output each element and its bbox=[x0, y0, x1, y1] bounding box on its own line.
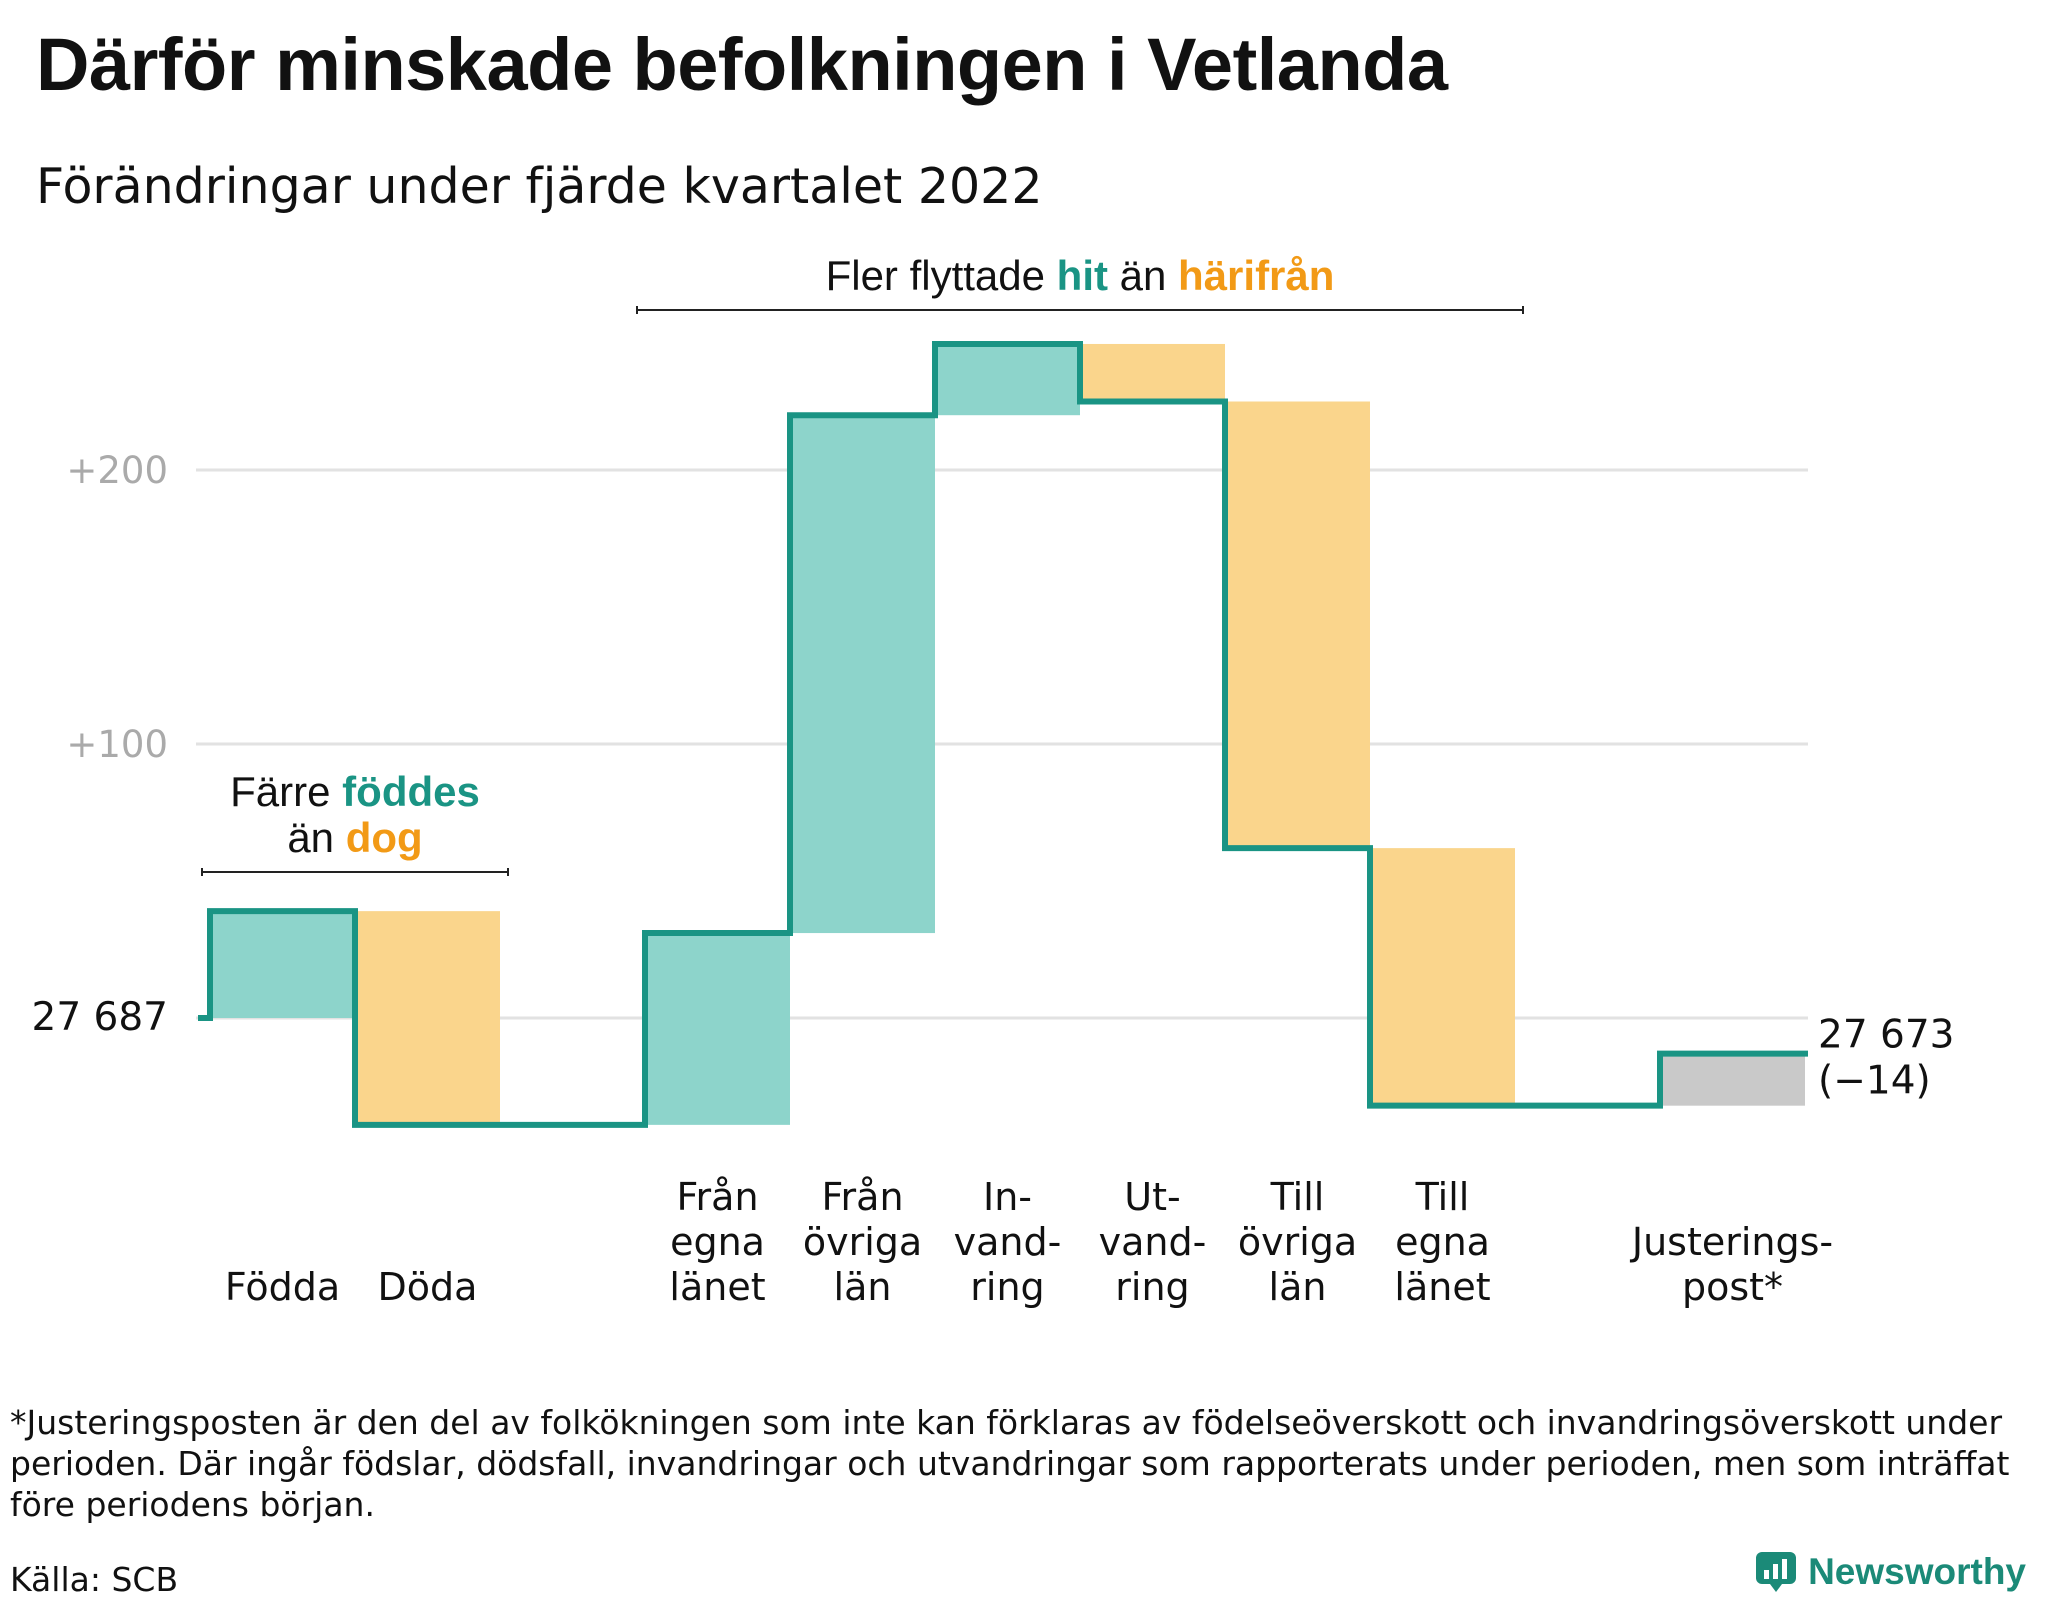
bar-adjustment bbox=[1660, 1053, 1805, 1106]
category-label: vand- bbox=[1099, 1220, 1207, 1264]
category-label: län bbox=[1269, 1265, 1327, 1309]
category-label: Till bbox=[1270, 1175, 1325, 1219]
category-label: övriga bbox=[1238, 1220, 1357, 1264]
end-change-label: (−14) bbox=[1818, 1059, 1931, 1104]
category-label: län bbox=[834, 1265, 892, 1309]
category-label: Justerings- bbox=[1630, 1220, 1833, 1264]
bar-increase bbox=[935, 343, 1080, 416]
category-label: Födda bbox=[225, 1265, 340, 1309]
source-note: Källa: SCB bbox=[10, 1560, 179, 1599]
category-label: post* bbox=[1682, 1265, 1783, 1309]
bar-decrease bbox=[1080, 343, 1225, 402]
category-label: In- bbox=[983, 1175, 1032, 1219]
annotation-segment: än bbox=[1108, 252, 1178, 299]
cumulative-step-line bbox=[198, 340, 1808, 1128]
annotation-text: än dog bbox=[287, 814, 422, 861]
y-tick-label: +100 bbox=[66, 723, 168, 766]
annotation-text: Färre föddes bbox=[230, 768, 480, 815]
y-tick-label: +200 bbox=[66, 449, 168, 492]
category-label: ring bbox=[1115, 1265, 1189, 1309]
annotation-segment: Färre bbox=[230, 768, 342, 815]
category-label: Till bbox=[1415, 1175, 1470, 1219]
footnote: *Justeringsposten är den del av folkökni… bbox=[10, 1403, 2010, 1524]
category-label: Från bbox=[676, 1175, 758, 1219]
bar-decrease bbox=[355, 911, 500, 1125]
category-label: egna bbox=[670, 1220, 765, 1264]
annotation-segment: Fler flyttade bbox=[826, 252, 1057, 299]
bar-decrease bbox=[1370, 848, 1515, 1106]
bar-increase bbox=[790, 415, 935, 934]
category-label: Döda bbox=[378, 1265, 478, 1309]
category-label: egna bbox=[1395, 1220, 1490, 1264]
chart-subtitle: Förändringar under fjärde kvartalet 2022 bbox=[36, 158, 1043, 215]
category-label: ring bbox=[970, 1265, 1044, 1309]
bar-increase bbox=[645, 933, 790, 1125]
newsworthy-icon bbox=[1756, 1552, 1797, 1592]
category-label: Från bbox=[821, 1175, 903, 1219]
chart-title: Därför minskade befolkningen i Vetlanda bbox=[36, 23, 1448, 106]
category-label: länet bbox=[669, 1265, 765, 1309]
end-value-label: 27 673 bbox=[1818, 1013, 1954, 1058]
bar-decrease bbox=[1225, 401, 1370, 849]
category-label: Ut- bbox=[1124, 1175, 1180, 1219]
annotation-text: Fler flyttade hit än härifrån bbox=[826, 252, 1335, 299]
annotation-highlight: dog bbox=[346, 814, 423, 861]
brand-name: Newsworthy bbox=[1808, 1551, 2026, 1592]
start-value-label: 27 687 bbox=[32, 995, 168, 1040]
brand-logo: Newsworthy bbox=[1754, 1550, 2026, 1594]
category-label: övriga bbox=[803, 1220, 922, 1264]
annotation-highlight: härifrån bbox=[1178, 252, 1334, 299]
category-label: vand- bbox=[954, 1220, 1062, 1264]
annotation-highlight: föddes bbox=[342, 768, 480, 815]
annotation-segment: än bbox=[287, 814, 345, 861]
bar-increase bbox=[210, 911, 355, 1018]
category-label: länet bbox=[1394, 1265, 1490, 1309]
annotation-highlight: hit bbox=[1057, 252, 1108, 299]
